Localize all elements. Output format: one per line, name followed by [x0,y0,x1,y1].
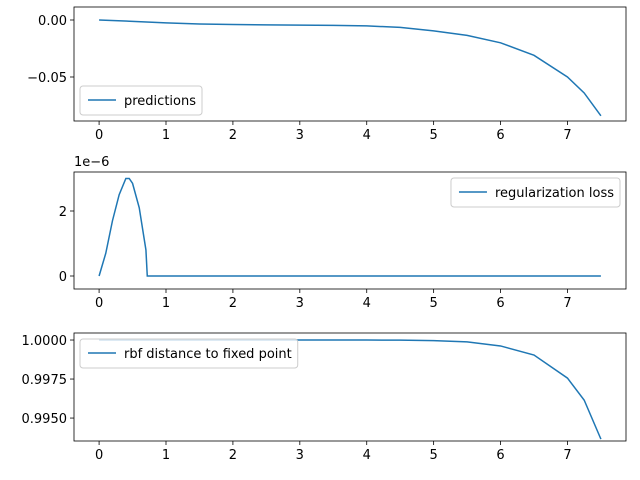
x-tick-label: 6 [496,128,504,143]
legend-box [79,85,203,116]
x-tick-label: 1 [162,128,170,143]
x-tick-label: 6 [496,296,504,311]
x-tick-label: 0 [95,296,103,311]
data-line [98,177,601,277]
x-tick-label: 1 [162,448,170,463]
x-tick-label: 5 [429,128,437,143]
legend-label: regularization loss [495,186,614,201]
x-tick-label: 3 [296,448,304,463]
x-tick-label: 4 [363,448,371,463]
plot-area [99,19,602,117]
x-tick-label: 5 [429,448,437,463]
axes-frame [73,6,627,122]
legend: rbf distance to fixed point [79,338,299,369]
plot-area [98,177,601,277]
subplot: 0 1 2 3 4 5 6 7 0.9950 0.9975 1.0000 rbf distance t… [22,332,627,463]
y-tick-label: 0.9975 [22,373,68,388]
x-tick-label: 0 [95,128,103,143]
y-tick-label: 1.0000 [22,334,68,349]
y-tick-label: 0 [59,270,67,285]
x-tick-label: 2 [229,448,237,463]
legend-box [79,338,299,369]
y-tick-label: −0.05 [27,71,67,86]
x-tick-label: 3 [296,128,304,143]
x-tick-label: 4 [363,128,371,143]
x-tick-label: 5 [429,296,437,311]
legend: predictions [79,85,203,116]
axes-frame [73,332,627,442]
x-tick-label: 7 [563,448,571,463]
x-tick-label: 3 [296,296,304,311]
axes-frame [73,171,627,290]
legend-label: rbf distance to fixed point [124,347,292,362]
x-tick-label: 2 [229,128,237,143]
data-line [99,19,602,117]
legend-label: predictions [124,94,196,109]
x-tick-label: 2 [229,296,237,311]
legend-box [450,177,621,208]
x-tick-label: 4 [363,296,371,311]
offset-text: 1e−6 [74,155,109,170]
x-tick-label: 7 [563,128,571,143]
x-tick-label: 1 [162,296,170,311]
y-tick-label: 0.9950 [22,412,68,427]
x-tick-label: 7 [563,296,571,311]
legend: regularization loss [450,177,621,208]
y-tick-label: 2 [59,205,67,220]
x-tick-label: 0 [95,448,103,463]
subplot: 0 1 2 3 4 5 6 7 0 2 1e−6 regularization loss [59,155,627,311]
subplot: 0 1 2 3 4 5 6 7 −0.05 0.00 predictions [27,6,627,143]
x-tick-label: 6 [496,448,504,463]
y-tick-label: 0.00 [38,14,67,29]
